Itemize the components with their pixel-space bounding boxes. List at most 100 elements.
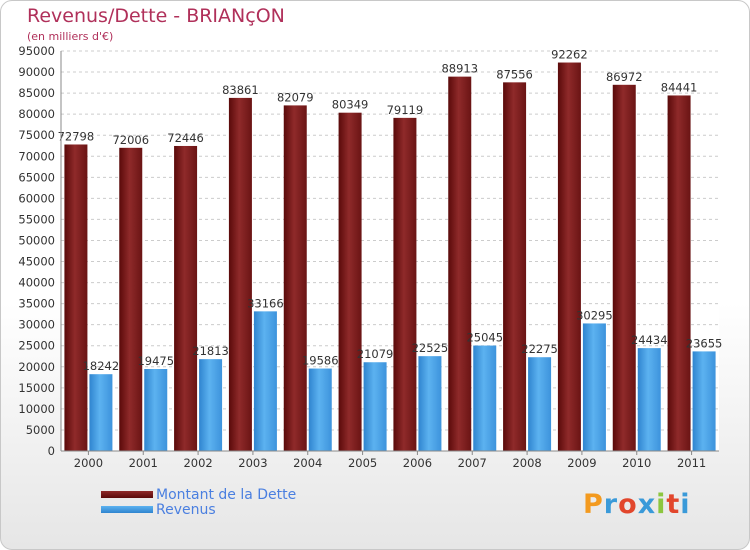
data-label-revenus: 19586 xyxy=(302,354,339,368)
y-tick-label: 10000 xyxy=(18,402,55,416)
x-tick-label: 2011 xyxy=(677,456,706,470)
bar-dette xyxy=(612,84,636,451)
y-tick-label: 70000 xyxy=(18,149,55,163)
x-tick-label: 2002 xyxy=(183,456,212,470)
x-tick-label: 2008 xyxy=(512,456,541,470)
bar-dette xyxy=(174,145,198,451)
logo-letter: t xyxy=(666,489,681,520)
x-tick-label: 2010 xyxy=(622,456,651,470)
data-label-dette: 82079 xyxy=(277,90,314,104)
x-tick-label: 2001 xyxy=(129,456,158,470)
bar-revenus xyxy=(253,311,277,451)
legend-swatch-dette xyxy=(101,491,153,498)
bar-dette xyxy=(119,147,143,452)
logo-letter: o xyxy=(618,489,638,520)
bar-revenus xyxy=(418,356,442,451)
bar-revenus xyxy=(144,369,168,451)
data-label-dette: 72798 xyxy=(58,129,95,143)
data-label-revenus: 25045 xyxy=(466,331,503,345)
data-label-dette: 87556 xyxy=(496,67,533,81)
data-label-dette: 83861 xyxy=(222,83,259,97)
bar-dette xyxy=(448,76,472,452)
bar-revenus xyxy=(692,351,716,451)
data-label-revenus: 19475 xyxy=(137,354,174,368)
x-tick-label: 2005 xyxy=(348,456,377,470)
y-tick-label: 0 xyxy=(48,444,55,458)
chart-legend: Montant de la Dette Revenus xyxy=(101,486,297,518)
legend-item-dette: Montant de la Dette xyxy=(101,486,297,503)
x-tick-label: 2006 xyxy=(403,456,432,470)
data-label-revenus: 21813 xyxy=(192,344,229,358)
legend-label-revenus: Revenus xyxy=(156,501,216,518)
data-label-revenus: 24434 xyxy=(631,333,668,347)
data-label-dette: 92262 xyxy=(551,48,588,62)
logo-letter: i xyxy=(680,489,691,520)
data-label-revenus: 23655 xyxy=(686,336,723,350)
bar-dette xyxy=(338,112,362,452)
logo-letter: i xyxy=(656,489,667,520)
x-tick-label: 2003 xyxy=(238,456,267,470)
y-tick-label: 45000 xyxy=(18,255,55,269)
data-label-dette: 84441 xyxy=(661,80,698,94)
data-label-revenus: 33166 xyxy=(247,296,284,310)
plot-area xyxy=(61,51,719,451)
y-tick-label: 20000 xyxy=(18,360,55,374)
bar-revenus xyxy=(363,362,387,451)
legend-swatch-revenus xyxy=(101,506,153,513)
data-label-revenus: 22275 xyxy=(521,342,558,356)
chart-title: Revenus/Dette - BRIANçON xyxy=(27,5,285,27)
y-tick-label: 25000 xyxy=(18,339,55,353)
data-label-dette: 80349 xyxy=(332,98,369,112)
data-label-dette: 88913 xyxy=(441,62,478,76)
bar-revenus xyxy=(199,359,223,451)
bar-revenus xyxy=(473,345,497,451)
y-tick-label: 90000 xyxy=(18,65,55,79)
logo-letter: P xyxy=(583,489,604,520)
y-tick-label: 35000 xyxy=(18,297,55,311)
y-tick-label: 95000 xyxy=(18,44,55,58)
y-tick-label: 50000 xyxy=(18,233,55,247)
logo-letter: x xyxy=(637,489,657,520)
data-label-dette: 72446 xyxy=(167,131,204,145)
y-tick-label: 85000 xyxy=(18,86,55,100)
y-tick-label: 15000 xyxy=(18,381,55,395)
y-tick-label: 80000 xyxy=(18,107,55,121)
y-tick-label: 65000 xyxy=(18,170,55,184)
data-label-revenus: 30295 xyxy=(576,308,613,322)
data-label-revenus: 21079 xyxy=(357,347,394,361)
y-tick-label: 60000 xyxy=(18,191,55,205)
bar-revenus xyxy=(89,374,113,451)
x-tick-label: 2000 xyxy=(74,456,103,470)
proxiti-logo: Proxiti xyxy=(583,489,691,520)
chart-subtitle: (en milliers d'€) xyxy=(27,30,114,43)
bar-dette xyxy=(393,117,417,451)
y-tick-label: 5000 xyxy=(26,423,55,437)
x-tick-label: 2009 xyxy=(567,456,596,470)
x-tick-label: 2004 xyxy=(293,456,322,470)
bar-dette xyxy=(557,62,581,452)
data-label-revenus: 22525 xyxy=(412,341,449,355)
bar-revenus xyxy=(582,323,606,451)
legend-item-revenus: Revenus xyxy=(101,501,296,518)
bar-dette xyxy=(283,105,307,452)
y-tick-label: 30000 xyxy=(18,318,55,332)
y-tick-label: 40000 xyxy=(18,276,55,290)
bar-revenus xyxy=(308,368,332,451)
y-tick-label: 55000 xyxy=(18,212,55,226)
data-label-dette: 86972 xyxy=(606,70,643,84)
y-tick-label: 75000 xyxy=(18,128,55,142)
data-label-dette: 72006 xyxy=(112,133,149,147)
bar-revenus xyxy=(528,357,552,451)
bar-dette xyxy=(503,82,527,452)
logo-letter: r xyxy=(603,489,619,520)
legend-label-dette: Montant de la Dette xyxy=(156,486,297,503)
bar-dette xyxy=(228,97,252,451)
bar-dette xyxy=(667,95,691,451)
x-tick-label: 2007 xyxy=(458,456,487,470)
data-label-revenus: 18242 xyxy=(83,359,120,373)
bar-dette xyxy=(64,144,88,451)
data-label-dette: 79119 xyxy=(387,103,424,117)
bar-revenus xyxy=(637,348,661,451)
